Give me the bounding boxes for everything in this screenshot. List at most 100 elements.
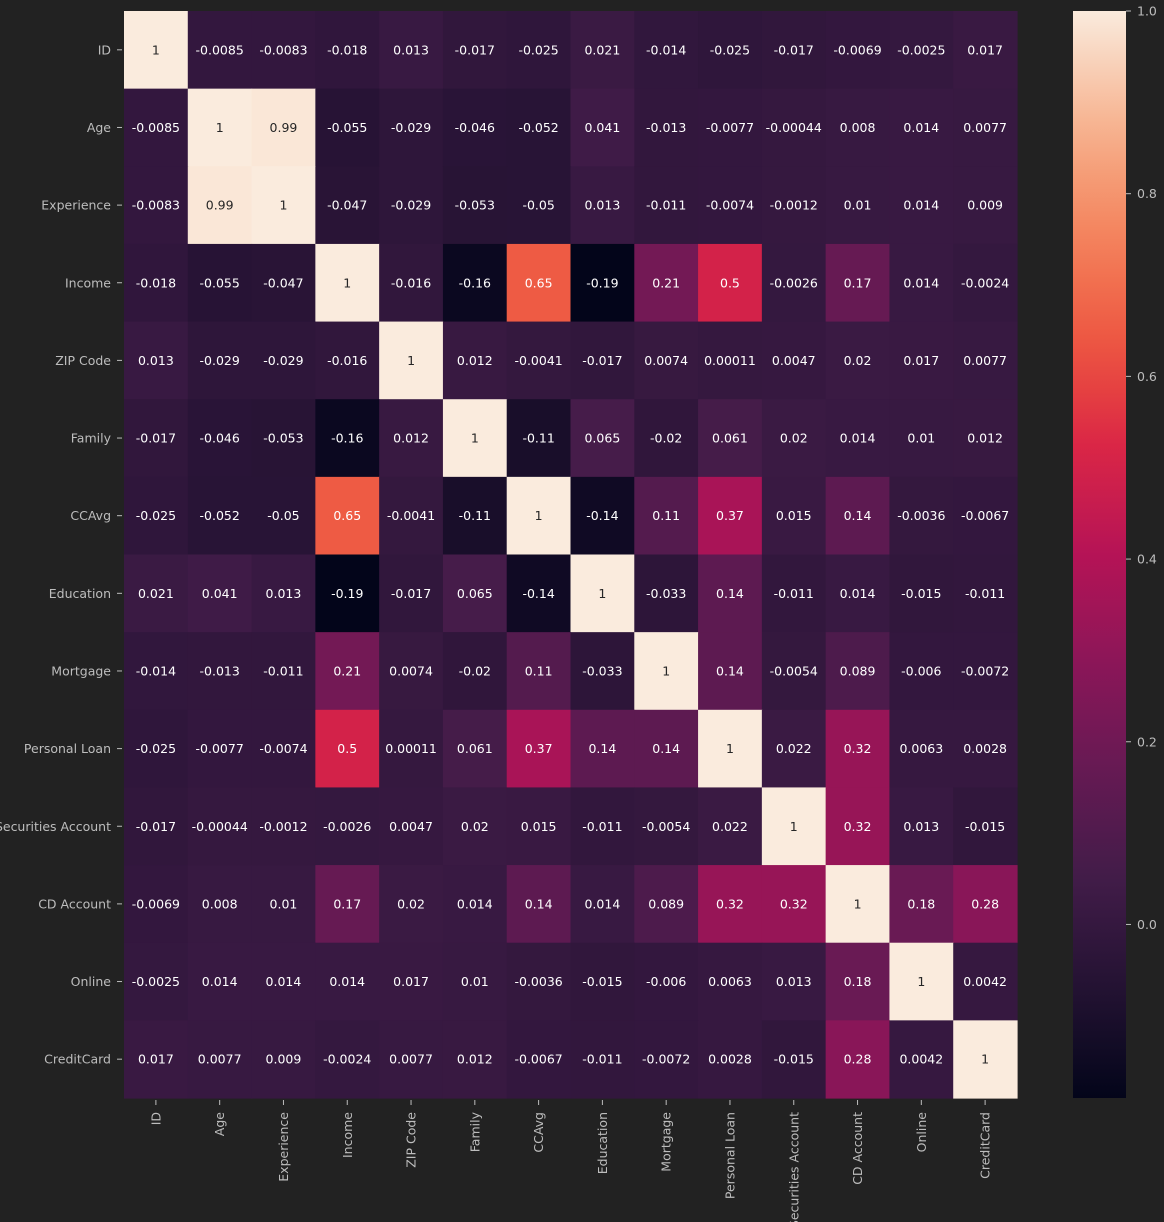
heatmap-cell (570, 399, 635, 478)
cell-value-label: 0.013 (584, 198, 620, 213)
cell-value-label: -0.017 (136, 819, 176, 834)
cell-value-label: 0.99 (270, 120, 298, 135)
cell-value-label: -0.033 (582, 663, 622, 678)
heatmap-cell (379, 554, 444, 633)
cell-value-label: 1 (152, 42, 160, 57)
y-axis-tick-label: Securities Account (0, 819, 111, 834)
heatmap-cell (187, 1020, 253, 1099)
heatmap-cell (634, 166, 699, 245)
cell-value-label: 0.017 (138, 1052, 174, 1067)
cell-value-label: -0.013 (646, 120, 686, 135)
heatmap-cell (634, 399, 699, 478)
cell-value-label: 1 (471, 431, 479, 446)
cell-value-label: -0.029 (391, 120, 431, 135)
heatmap-cell (889, 942, 954, 1021)
heatmap-cell (698, 632, 763, 711)
x-axis-tick-label: ID (148, 1112, 163, 1125)
heatmap-cell (187, 88, 253, 167)
cell-value-label: 0.32 (844, 741, 872, 756)
heatmap-cell (315, 88, 380, 167)
cell-value-label: 0.014 (903, 198, 939, 213)
cell-value-label: -0.0026 (323, 819, 371, 834)
heatmap-cell (953, 399, 1018, 478)
cell-value-label: -0.0069 (833, 42, 881, 57)
heatmap-cell (570, 865, 635, 944)
cell-value-label: 0.02 (844, 353, 872, 368)
cell-value-label: 0.014 (903, 275, 939, 290)
cell-value-label: 0.061 (712, 431, 748, 446)
cell-value-label: 0.012 (457, 353, 493, 368)
cell-value-label: 0.014 (840, 431, 876, 446)
heatmap-cell (251, 865, 316, 944)
heatmap-cell (251, 554, 316, 633)
heatmap-cell (506, 88, 572, 167)
cell-value-label: -0.025 (136, 508, 176, 523)
cell-value-label: 0.14 (588, 741, 616, 756)
y-axis-tick-label: ZIP Code (55, 353, 111, 368)
cell-value-label: 0.18 (844, 974, 872, 989)
cell-value-labels: 1 -0.0085 -0.0083 -0.018 0.013 -0.017 -0.025 0.… (132, 42, 1010, 1066)
heatmap-cell (506, 709, 572, 789)
heatmap-cell (953, 865, 1018, 944)
heatmap-cell (124, 88, 189, 167)
cell-value-label: 0.0077 (963, 120, 1007, 135)
heatmap-cell (251, 399, 316, 478)
cell-value-label: 0.0077 (198, 1052, 242, 1067)
cell-value-label: 0.21 (652, 275, 680, 290)
cell-value-label: 0.0042 (963, 974, 1007, 989)
heatmap-cell (634, 554, 699, 633)
heatmap-cell (761, 787, 827, 866)
heatmap-cell (761, 11, 827, 90)
cell-value-label: 0.02 (397, 896, 425, 911)
cell-value-label: 1 (854, 896, 862, 911)
y-axis-tick-label: Age (87, 120, 111, 135)
heatmap-cell (506, 11, 572, 90)
heatmap-cell (698, 166, 763, 245)
cell-value-label: -0.046 (200, 431, 240, 446)
heatmap-cell (634, 88, 699, 167)
cell-value-label: -0.011 (965, 586, 1005, 601)
cell-value-label: -0.017 (582, 353, 622, 368)
cell-value-label: -0.0072 (961, 663, 1009, 678)
heatmap-cell (889, 88, 954, 167)
cell-value-label: -0.0054 (642, 819, 690, 834)
heatmap-cell (889, 476, 954, 556)
cell-value-label: -0.053 (263, 431, 303, 446)
heatmap-cell (315, 787, 380, 866)
cell-value-label: -0.055 (327, 120, 367, 135)
heatmap-cell (570, 709, 635, 789)
heatmap-cell (251, 166, 316, 245)
cell-value-label: -0.013 (200, 663, 240, 678)
heatmap-cell (698, 399, 763, 478)
cell-value-label: 0.00011 (704, 353, 756, 368)
cell-value-label: -0.05 (267, 508, 299, 523)
cell-value-label: -0.029 (391, 198, 431, 213)
cell-value-label: 0.012 (457, 1052, 493, 1067)
heatmap-cell (379, 787, 444, 866)
heatmap-cell (953, 321, 1018, 400)
heatmap-cell (124, 554, 189, 633)
heatmap-cell (698, 787, 763, 866)
heatmap-cell (634, 243, 699, 323)
cell-value-label: 0.99 (206, 198, 234, 213)
y-axis-tick-label: ID (98, 42, 111, 57)
colorbar-tick-label: 0.6 (1137, 369, 1157, 384)
cell-value-label: 0.012 (393, 431, 429, 446)
heatmap-cell (315, 476, 380, 556)
heatmap-cell (379, 243, 444, 323)
cell-value-label: 0.11 (652, 508, 680, 523)
heatmap-cell (570, 166, 635, 245)
cell-value-label: 0.14 (844, 508, 872, 523)
cell-value-label: 0.013 (266, 586, 302, 601)
heatmap-cell (889, 399, 954, 478)
heatmap-cell (442, 554, 508, 633)
heatmap-cell (506, 554, 572, 633)
cell-value-label: 0.009 (967, 198, 1003, 213)
cell-value-label: 0.37 (716, 508, 744, 523)
cell-value-label: 0.089 (840, 663, 876, 678)
heatmap-cell (187, 942, 253, 1021)
heatmap-cell (889, 11, 954, 90)
cell-value-label: -0.16 (331, 431, 363, 446)
heatmap-cell (953, 1020, 1018, 1099)
heatmap-cell (251, 942, 316, 1021)
